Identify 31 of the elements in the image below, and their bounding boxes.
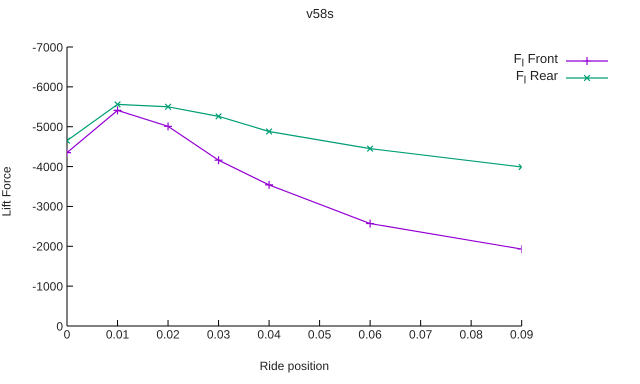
point xyxy=(215,112,222,120)
point xyxy=(264,180,274,190)
x-tick-label: 0.09 xyxy=(510,328,534,342)
point xyxy=(366,145,374,152)
x-tick-label: 0.05 xyxy=(308,328,332,342)
x-tick-label: 0.01 xyxy=(106,328,130,342)
point xyxy=(366,218,375,228)
x-tick-label: 0.04 xyxy=(257,328,282,342)
x-axis-title: Ride position xyxy=(260,359,330,373)
chart-title: v58s xyxy=(305,6,335,21)
y-tick-label: -1000 xyxy=(32,279,64,294)
y-axis-title: Lift Force xyxy=(0,166,14,216)
x-tick-label: 0.08 xyxy=(459,328,484,342)
point xyxy=(164,103,172,110)
legend-label: F$_{l}$ Rear xyxy=(516,68,558,87)
y-tick-label: -7000 xyxy=(32,40,64,54)
y-tick-label: -5000 xyxy=(32,120,64,134)
y-tick-label: -2000 xyxy=(32,240,64,254)
point xyxy=(114,100,121,108)
x-tick-label: 0.02 xyxy=(156,328,180,342)
x-tick-label: 0.03 xyxy=(206,328,231,342)
legend-label: F$_{l}$ Front xyxy=(514,51,558,70)
y-tick-label: -3000 xyxy=(32,200,64,214)
point xyxy=(163,122,173,131)
point xyxy=(266,128,273,135)
x-tick-label: 0.06 xyxy=(358,328,382,342)
x-tick-label: 0.07 xyxy=(408,328,433,342)
y-tick-label: -4000 xyxy=(32,160,64,174)
y-tick-label: -6000 xyxy=(32,80,64,94)
point xyxy=(214,156,224,165)
point xyxy=(112,106,122,115)
